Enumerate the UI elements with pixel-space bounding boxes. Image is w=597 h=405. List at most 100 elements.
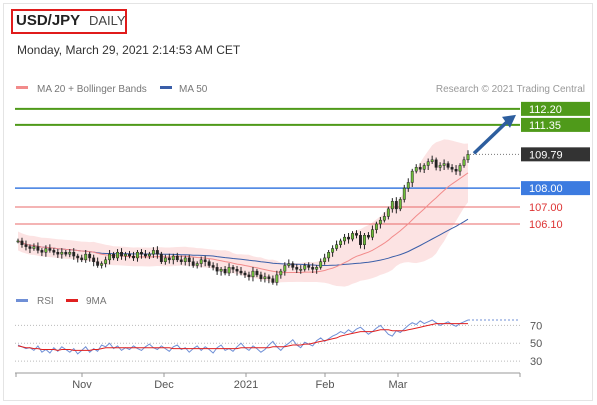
candle-body (406, 182, 410, 189)
x-tick-label-2021: 2021 (234, 379, 258, 391)
candle-body (211, 265, 215, 268)
candle-body (367, 235, 370, 238)
candle-body (402, 187, 406, 200)
legend-swatch-9ma (66, 299, 78, 302)
credit-label: Research © 2021 Trading Central (436, 84, 585, 95)
support-value-107.00: 107.00 (529, 202, 563, 214)
candle-body (112, 253, 116, 259)
candle-body (263, 276, 267, 279)
candle-body (291, 263, 295, 268)
candle-body (136, 252, 139, 259)
candle-body (378, 219, 382, 225)
legend-swatch-rsi (16, 299, 28, 302)
candle-body (124, 253, 127, 257)
candle-body (243, 272, 247, 276)
candle-body (104, 259, 108, 264)
target-arrow-shaft (472, 119, 510, 155)
target-arrow-head (502, 114, 516, 128)
candle-body (255, 270, 259, 276)
candle-body (275, 274, 279, 283)
period-label: DAILY (89, 13, 126, 28)
candle-body (422, 165, 426, 170)
rsi-ma-line (17, 323, 468, 351)
candle-body (418, 167, 422, 170)
x-tick-label-Mar: Mar (389, 379, 408, 391)
candle-body (147, 253, 151, 257)
candle-body (327, 252, 331, 259)
candle-body (374, 223, 378, 230)
candle-body (207, 261, 211, 266)
candle-body (279, 270, 283, 276)
x-tick-label-Nov: Nov (72, 379, 92, 391)
candle-body (430, 159, 434, 162)
candle-body (259, 274, 263, 279)
candle-body (283, 265, 287, 272)
candle-body (80, 257, 84, 261)
candle-body (24, 244, 28, 247)
rsi-tick-50: 50 (530, 338, 542, 350)
candle-body (68, 252, 72, 255)
candle-body (239, 270, 243, 274)
candle-body (175, 255, 179, 261)
candle-body (323, 257, 327, 262)
candle-body (299, 268, 303, 271)
support-tag-108.00 (521, 181, 590, 196)
candle-body (335, 244, 339, 249)
candle-body (183, 257, 187, 262)
candle-body (84, 253, 88, 261)
candle-body (56, 252, 60, 255)
candle-body (450, 167, 454, 170)
candle-body (235, 268, 239, 272)
candle-body (355, 233, 358, 236)
x-tick-label-Dec: Dec (154, 379, 174, 391)
candle-body (231, 267, 235, 270)
candle-body (88, 253, 92, 259)
rsi-tick-70: 70 (530, 320, 542, 332)
candle-body (120, 252, 123, 257)
candle-body (40, 250, 44, 253)
candle-body (116, 252, 119, 259)
candle-body (100, 263, 104, 266)
candle-body (311, 267, 315, 270)
candle-body (52, 250, 56, 253)
candle-body (351, 233, 354, 240)
support-value-108.00: 108.00 (529, 183, 563, 195)
candle-body (203, 259, 207, 262)
candle-body (363, 235, 366, 245)
candle-body (163, 257, 167, 262)
candle-body (390, 201, 394, 210)
candle-body (370, 229, 374, 238)
candle-body (143, 253, 147, 257)
symbol-title: USD/JPY (16, 12, 81, 29)
current-price-value: 109.79 (529, 149, 563, 161)
candle-body (434, 159, 438, 168)
candle-body (199, 259, 203, 264)
candle-body (76, 255, 80, 259)
resistance-tag-112.20 (521, 101, 590, 116)
ma20-line (17, 172, 469, 274)
candle-body (386, 208, 390, 217)
candle-body (295, 267, 299, 270)
candle-body (343, 236, 346, 242)
candle-body (410, 170, 414, 183)
candle-body (462, 159, 466, 166)
candle-body (96, 261, 100, 266)
candle-body (140, 252, 143, 255)
candle-body (159, 253, 163, 262)
candle-body (16, 240, 20, 243)
candle-body (187, 257, 191, 262)
candle-body (458, 165, 462, 172)
candle-body (219, 268, 223, 272)
candle-body (267, 276, 271, 279)
legend-label-ma20: MA 20 + Bollinger Bands (37, 84, 147, 95)
rsi-tick-30: 30 (530, 356, 542, 368)
legend-label-ma50: MA 50 (179, 84, 208, 95)
candle-body (315, 267, 319, 270)
bollinger-band-area (18, 139, 468, 287)
candle-body (223, 268, 227, 274)
candle-body (20, 240, 24, 245)
candle-body (195, 263, 199, 266)
candle-body (128, 253, 131, 257)
candle-body (303, 265, 307, 270)
candle-body (339, 240, 343, 245)
